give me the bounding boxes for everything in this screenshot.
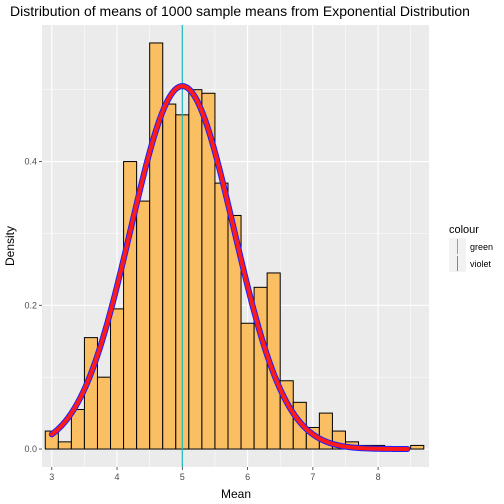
- density-curves: [48, 83, 411, 453]
- histogram-bar: [214, 182, 229, 450]
- histogram-bar: [188, 89, 203, 450]
- x-tick-label: 8: [376, 472, 381, 482]
- histogram-bar: [162, 103, 177, 450]
- x-axis-title: Mean: [221, 487, 251, 501]
- legend-label-green: green: [470, 242, 493, 252]
- density-curve-green: [49, 84, 410, 452]
- y-axis-title: Density: [3, 226, 17, 266]
- histogram-bar: [136, 200, 151, 450]
- x-tick-label: 5: [180, 472, 185, 482]
- histogram-bar: [110, 308, 125, 450]
- x-tick-label: 6: [245, 472, 250, 482]
- histogram-bar: [96, 376, 112, 450]
- x-axis-ticks: 3 4 5 6 7 8: [49, 467, 381, 482]
- y-tick-label: 0.0: [24, 444, 37, 454]
- legend-label-violet: violet: [470, 259, 492, 269]
- y-tick-label: 0.2: [24, 300, 37, 310]
- y-axis-ticks: 0.0 0.2 0.4: [24, 157, 42, 454]
- histogram-bar: [240, 322, 255, 450]
- histogram-bars: [44, 42, 425, 450]
- x-tick-label: 7: [310, 472, 315, 482]
- legend: colour green violet: [449, 224, 493, 272]
- x-tick-label: 4: [115, 472, 120, 482]
- y-tick-label: 0.4: [24, 157, 37, 167]
- histogram-bar: [57, 441, 72, 450]
- histogram-bar: [149, 42, 164, 450]
- chart-title: Distribution of means of 1000 sample mea…: [10, 3, 470, 19]
- legend-title: colour: [449, 224, 479, 236]
- histogram-bar: [410, 444, 425, 450]
- x-tick-label: 3: [49, 472, 54, 482]
